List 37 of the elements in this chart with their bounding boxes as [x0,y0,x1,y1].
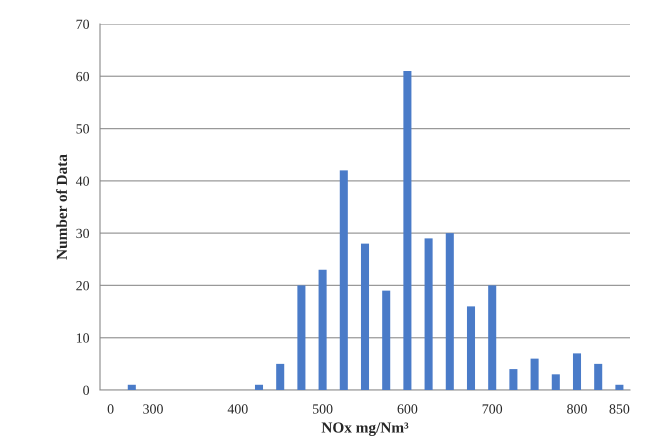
bar [509,369,518,390]
y-tick-label: 10 [76,333,90,343]
bar [530,358,539,390]
y-axis-title: Number of Data [56,154,68,260]
bar [297,285,306,390]
bar [424,238,433,390]
x-tick-label: 400 [228,404,248,414]
y-tick-label: 50 [76,124,90,134]
bar [552,374,560,390]
bar [360,244,370,390]
bar [340,170,348,390]
x-tick-label: 0 [108,404,114,414]
y-tick-label: 20 [76,281,90,290]
y-tick-label: 0 [83,386,90,395]
x-tick-label: 500 [312,404,332,414]
bar [572,353,582,390]
bar [615,384,624,390]
x-tick-label: 600 [398,404,418,414]
y-tick-label: 70 [76,20,90,29]
bar [488,285,496,390]
bar [466,306,476,390]
bar [128,384,136,390]
bar [276,364,284,390]
bar [318,270,327,390]
x-axis-title: NOx mg/Nm³ [322,422,408,436]
y-tick-label: 40 [76,176,90,186]
x-tick-label: 850 [610,404,630,414]
bar [382,290,390,390]
x-tick-label: 300 [143,404,163,414]
x-tick-label: 700 [482,404,502,414]
bar [594,364,602,390]
x-tick-label: 800 [567,404,587,414]
bar [446,233,454,390]
bar [254,384,264,390]
y-tick-label: 30 [76,228,90,238]
bar [403,71,412,390]
y-tick-label: 60 [76,72,90,82]
